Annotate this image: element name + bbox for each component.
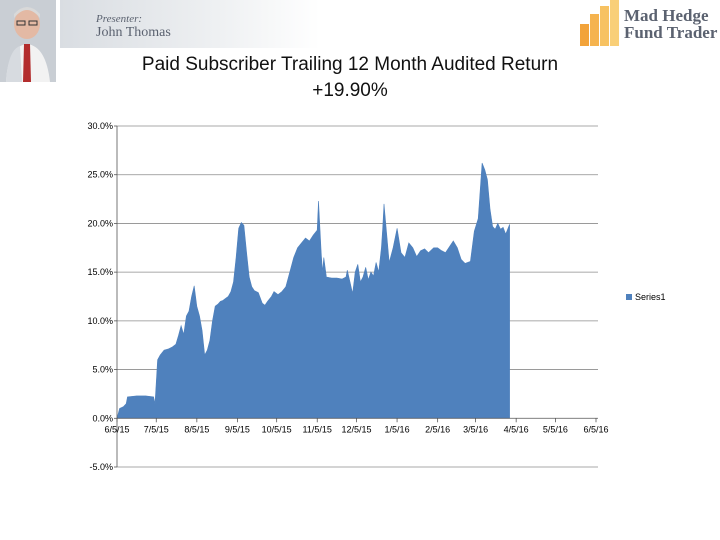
area-layer [116,162,510,419]
x-tick-label: 2/5/16 [425,424,450,434]
logo-line-2: Fund Trader [624,23,718,42]
x-tick-label: 4/5/16 [504,424,529,434]
header-fade-band [60,0,320,48]
company-logo: Mad Hedge Fund Trader [578,0,720,50]
y-tick-label: 0.0% [92,413,113,423]
bar-steps-icon [580,0,619,46]
chart-legend: Series1 [626,292,666,302]
series1-area [116,162,510,419]
slide-header: Presenter: John Thomas Mad Hedge Fund Tr… [0,0,720,82]
logo-line-1: Mad Hedge [624,6,709,25]
y-tick-label: 30.0% [87,121,113,131]
y-tick-label: 25.0% [87,170,113,180]
x-tick-label: 8/5/15 [184,424,209,434]
presenter-photo-icon [0,0,56,82]
x-tick-label: 11/5/15 [303,424,332,434]
logo-wordmark: Mad Hedge Fund Trader [624,7,717,41]
x-tick-label: 12/5/15 [341,424,371,434]
legend-swatch [626,294,632,300]
chart-subtitle: +19.90% [312,80,388,101]
presenter-credit: Presenter: John Thomas [96,13,171,40]
y-tick-label: -5.0% [89,462,113,472]
tick-label-layer: 30.0% 25.0% 20.0% 15.0% 10.0% 5.0% 0.0% -5.0% 6/… [87,121,608,472]
x-tick-label: 7/5/15 [144,424,169,434]
presenter-avatar [0,0,56,82]
y-tick-label: 15.0% [87,267,113,277]
y-tick-label: 20.0% [87,218,113,228]
x-tick-label: 1/5/16 [385,424,410,434]
y-tick-label: 10.0% [87,316,113,326]
chart-title: Paid Subscriber Trailing 12 Month Audite… [141,54,559,75]
presenter-name: John Thomas [96,25,171,40]
x-tick-label: 9/5/15 [225,424,250,434]
axis-layer [114,125,598,468]
legend-label: Series1 [635,292,666,302]
x-tick-label: 6/5/15 [104,424,129,434]
x-tick-label: 6/5/16 [583,424,608,434]
x-tick-label: 3/5/16 [463,424,488,434]
y-tick-label: 5.0% [92,365,113,375]
x-tick-label: 5/5/16 [543,424,568,434]
presenter-role: Presenter: [96,13,143,25]
x-tick-label: 10/5/15 [262,424,292,434]
chart-title-block: Paid Subscriber Trailing 12 Month Audite… [80,52,620,104]
